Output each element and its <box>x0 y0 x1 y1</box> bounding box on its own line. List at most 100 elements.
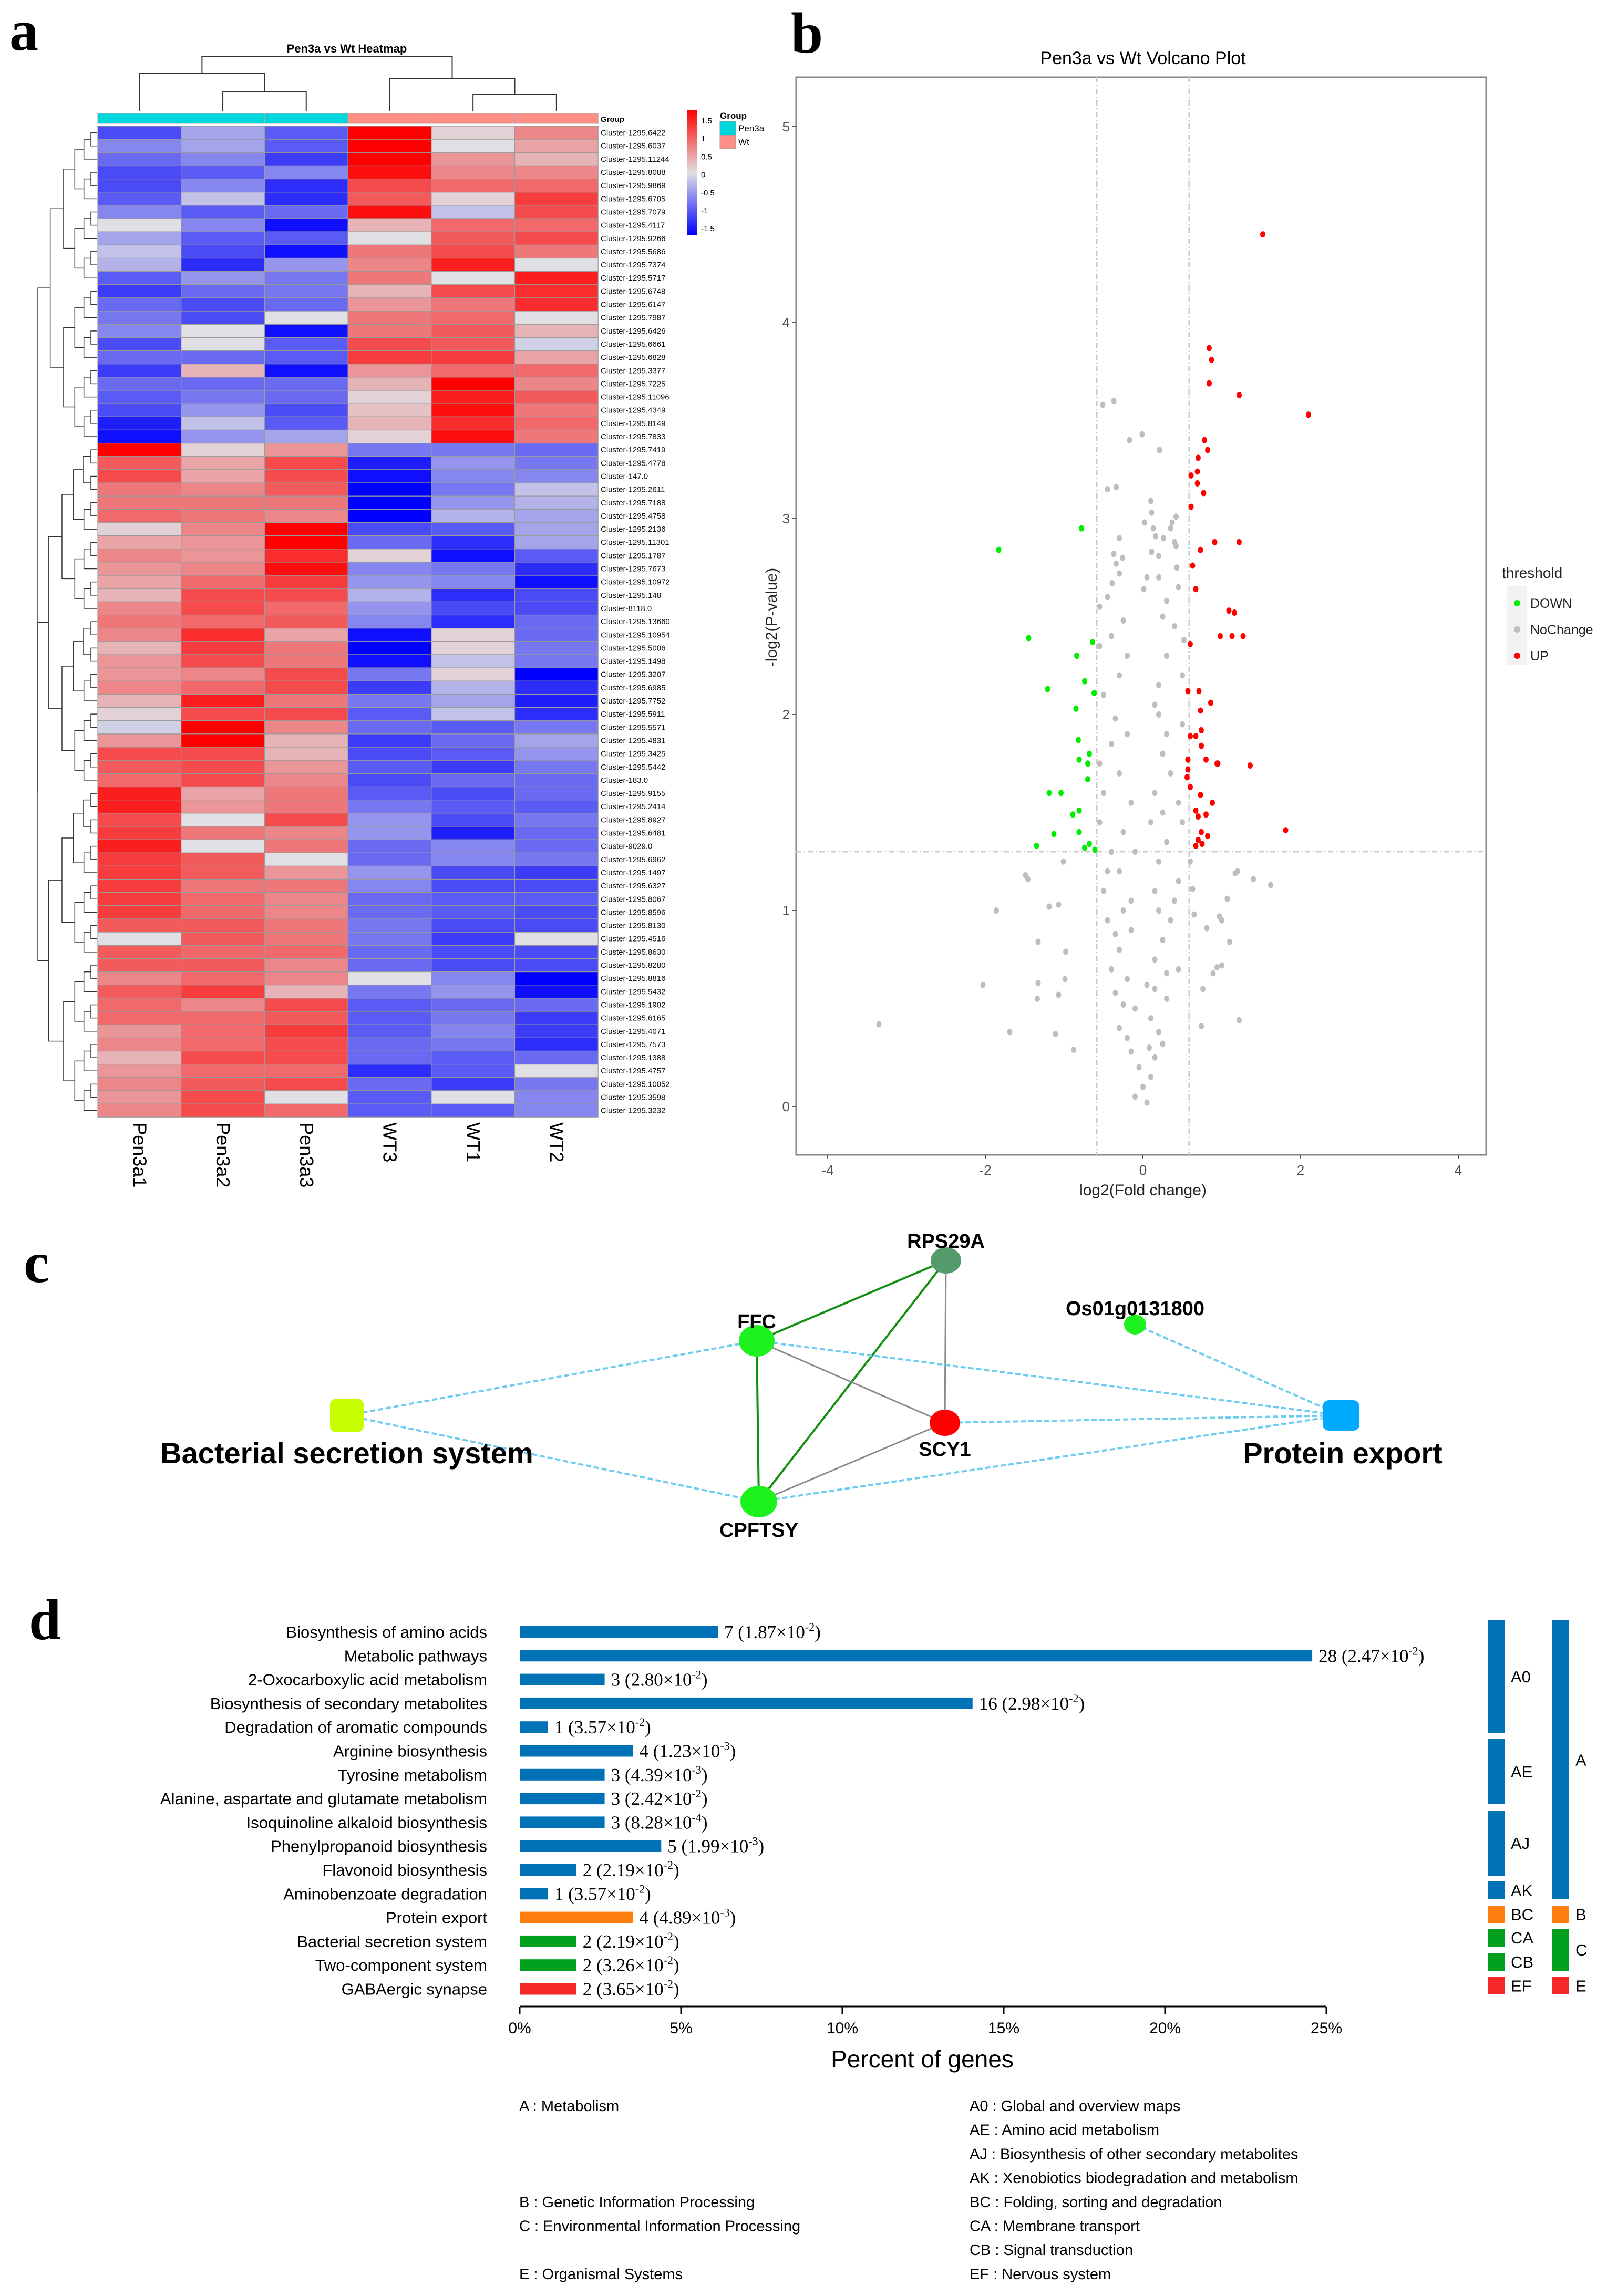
heatmap-cell <box>347 1090 432 1104</box>
point-nochange <box>1157 447 1162 453</box>
class-label: A <box>1575 1751 1586 1770</box>
point-nochange <box>1125 1035 1130 1041</box>
heatmap-cell <box>431 442 516 457</box>
heatmap-cell <box>97 575 182 589</box>
heatmap-cell <box>514 1103 599 1118</box>
color-scale-tick: 0 <box>701 171 705 180</box>
heatmap-cell <box>431 878 516 893</box>
point-up <box>1198 707 1203 714</box>
bar <box>520 1935 576 1947</box>
heatmap-cell <box>347 1024 432 1038</box>
heatmap-cell <box>514 324 599 338</box>
network-edge <box>756 1340 760 1502</box>
point-nochange <box>1127 437 1132 443</box>
heatmap-cell <box>181 509 265 523</box>
kegg-bar-panel: Percent of genes Biosynthesis of amino a… <box>160 1620 1587 2283</box>
heatmap-cell <box>431 231 516 245</box>
point-nochange <box>1237 1017 1242 1023</box>
row-dendrogram <box>90 172 97 186</box>
heatmap-cell <box>181 1037 265 1052</box>
row-label: Cluster-1295.3207 <box>601 670 665 679</box>
heatmap-cell <box>97 377 182 391</box>
network-edge <box>756 1340 1342 1416</box>
bar-value-label: 4 (4.89×10-3) <box>639 1906 736 1928</box>
column-dendrogram <box>201 56 453 79</box>
heatmap-cell <box>264 614 348 629</box>
volcano-xlabel: log2(Fold change) <box>1079 1182 1207 1199</box>
point-up <box>1196 836 1201 843</box>
heatmap-cell <box>431 1090 516 1104</box>
heatmap-cell <box>347 364 432 378</box>
heatmap-cell <box>97 694 182 708</box>
row-dendrogram <box>90 965 97 979</box>
subclass-bar <box>1488 1953 1505 1971</box>
heatmap-cell <box>431 707 516 721</box>
heatmap-cell <box>431 945 516 959</box>
row-label: Cluster-1295.148 <box>601 591 661 600</box>
heatmap-cell <box>431 694 516 708</box>
legend-subclass-text: A0 : Global and overview maps <box>970 2098 1180 2115</box>
heatmap-cell <box>181 416 265 431</box>
row-label: Cluster-1295.5432 <box>601 987 665 996</box>
heatmap-cell <box>181 152 265 167</box>
heatmap-cell <box>514 720 599 735</box>
row-label: Cluster-1295.7188 <box>601 499 665 508</box>
point-nochange <box>1105 486 1110 493</box>
heatmap-cell <box>97 403 182 417</box>
point-down <box>1076 756 1082 763</box>
legend-subclass-text: BC : Folding, sorting and degradation <box>970 2194 1222 2211</box>
heatmap-cell <box>181 1103 265 1118</box>
heatmap-cell <box>97 1090 182 1104</box>
point-up <box>1207 380 1212 387</box>
point-nochange <box>1128 927 1134 934</box>
point-nochange <box>1156 711 1161 718</box>
heatmap-cell <box>514 945 599 959</box>
row-label: Cluster-1295.6037 <box>601 142 665 151</box>
heatmap-cell <box>431 311 516 325</box>
subclass-bar <box>1488 1906 1505 1923</box>
point-down <box>1087 841 1092 847</box>
bar-value-label: 2 (2.19×10-2) <box>583 1930 679 1952</box>
heatmap-cell <box>264 549 348 563</box>
heatmap-cell <box>264 892 348 906</box>
heatmap-cell <box>264 509 348 523</box>
row-label: Cluster-1295.7374 <box>601 261 665 270</box>
point-nochange <box>1125 731 1130 738</box>
heatmap-cell <box>514 469 599 483</box>
point-up <box>1193 733 1199 740</box>
row-dendrogram <box>83 892 97 913</box>
heatmap-cell <box>264 720 348 735</box>
row-dendrogram <box>90 409 97 424</box>
point-down <box>1082 678 1087 685</box>
point-up <box>1198 791 1203 798</box>
point-nochange <box>1164 839 1169 845</box>
heatmap-cell <box>431 522 516 536</box>
gene-label: RPS29A <box>907 1230 985 1253</box>
row-label: Cluster-1295.2414 <box>601 802 665 811</box>
point-nochange <box>1214 964 1220 971</box>
network-edge <box>944 1260 947 1423</box>
heatmap-cell <box>347 786 432 801</box>
heatmap-cell <box>514 152 599 167</box>
heatmap-cell <box>431 760 516 774</box>
heatmap-cell <box>514 733 599 748</box>
heatmap-cell <box>347 654 432 668</box>
heatmap-cell <box>97 707 182 721</box>
heatmap-cell <box>431 549 516 563</box>
point-nochange <box>1152 1054 1158 1061</box>
heatmap-cell <box>97 1103 182 1118</box>
heatmap-cell <box>347 403 432 417</box>
heatmap-cell <box>347 958 432 973</box>
heatmap-cell <box>347 998 432 1012</box>
heatmap-cell <box>347 1064 432 1078</box>
row-dendrogram <box>74 307 84 348</box>
heatmap-cell <box>431 601 516 616</box>
heatmap-cell <box>431 852 516 866</box>
heatmap-cell <box>264 878 348 893</box>
subclass-label: AE <box>1511 1763 1532 1781</box>
point-nochange <box>1152 790 1158 797</box>
point-nochange <box>1156 1029 1161 1036</box>
heatmap-cell <box>264 324 348 338</box>
heatmap-cell <box>264 641 348 655</box>
y-tick-label: 3 <box>782 511 790 526</box>
